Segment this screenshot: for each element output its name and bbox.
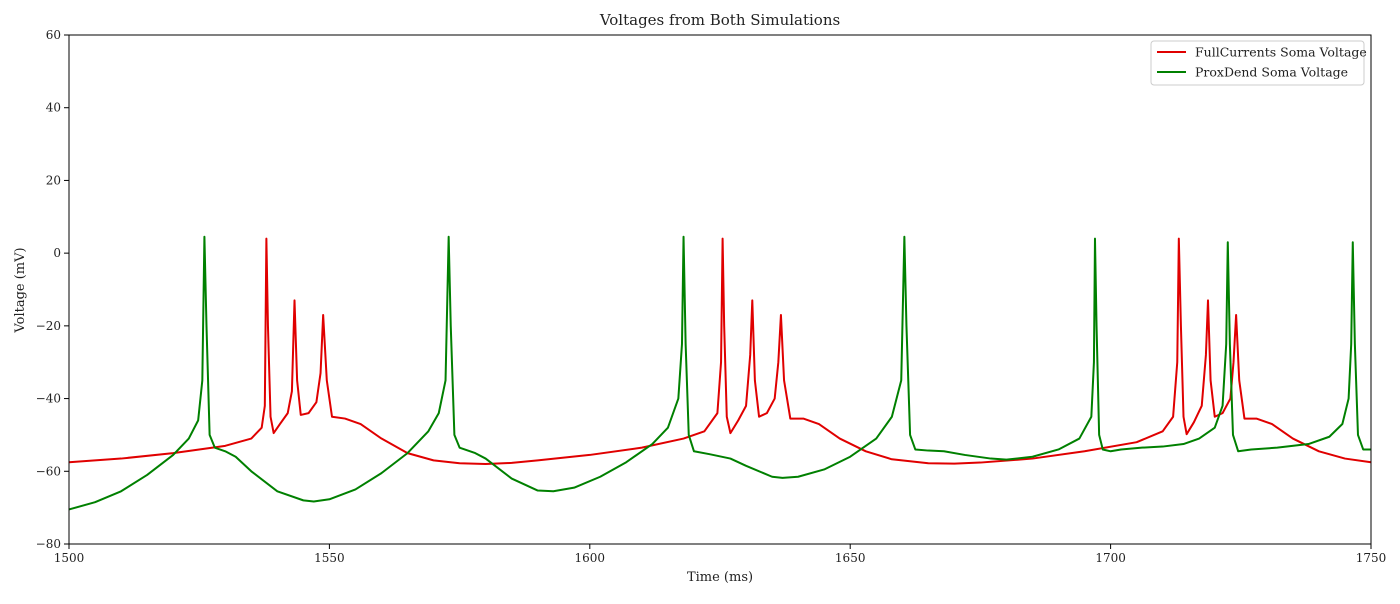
y-tick-label: 20: [46, 173, 61, 187]
x-tick-label: 1750: [1356, 551, 1387, 565]
x-axis-ticks: 1500 1550 1600 1650 1700 1750: [54, 544, 1387, 565]
x-tick-label: 1500: [54, 551, 85, 565]
y-tick-label: −60: [36, 464, 61, 478]
y-axis-label: Voltage (mV): [13, 247, 28, 333]
x-tick-label: 1550: [314, 551, 345, 565]
y-tick-label: −20: [36, 319, 61, 333]
y-tick-label: −80: [36, 537, 61, 551]
x-tick-label: 1700: [1095, 551, 1126, 565]
y-tick-label: 0: [53, 246, 61, 260]
legend-box: [1150, 40, 1365, 86]
series-line-fullcurrents: [68, 237, 1372, 466]
y-tick-label: 60: [46, 28, 61, 42]
legend: FullCurrents Soma Voltage ProxDend Soma …: [1150, 40, 1367, 86]
y-axis-ticks: −80 −60 −40 −20 0 20 40 60: [36, 28, 69, 551]
plot-frame: [68, 34, 1372, 545]
y-tick-label: −40: [36, 392, 61, 406]
plot-lines: [68, 235, 1372, 511]
legend-label-proxdend: ProxDend Soma Voltage: [1195, 65, 1348, 80]
chart-title: Voltages from Both Simulations: [599, 11, 840, 29]
y-tick-label: 40: [46, 101, 61, 115]
x-tick-label: 1600: [575, 551, 606, 565]
x-axis-label: Time (ms): [687, 570, 753, 585]
series-line-proxdend: [68, 235, 1371, 511]
legend-label-fullcurrents: FullCurrents Soma Voltage: [1195, 45, 1367, 60]
x-tick-label: 1650: [835, 551, 866, 565]
